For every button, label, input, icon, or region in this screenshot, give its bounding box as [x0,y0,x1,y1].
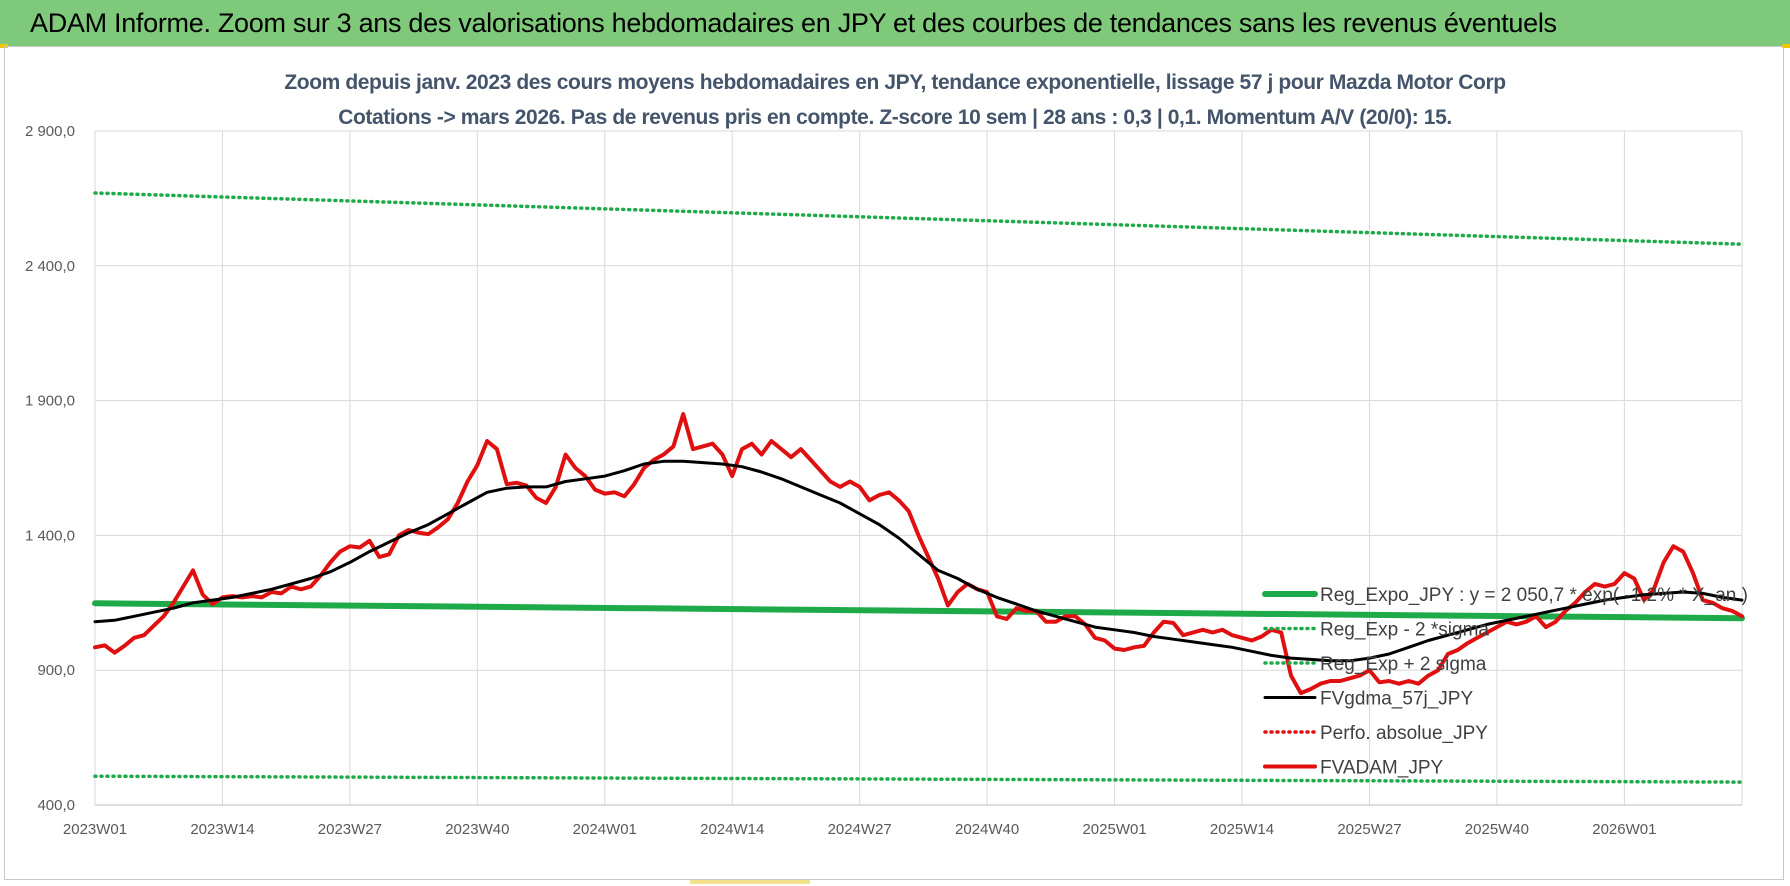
x-tick-label: 2023W27 [318,821,382,838]
legend-label: Reg_Exp - 2 *sigma [1320,620,1489,641]
x-tick-label: 2025W27 [1337,821,1401,838]
x-tick-label: 2024W27 [828,821,892,838]
series-line-0 [92,600,1745,622]
y-tick-label: 900,0 [37,662,75,679]
legend-label: FVgdma_57j_JPY [1320,689,1473,710]
x-tick-label: 2025W01 [1082,821,1146,838]
x-tick-label: 2023W14 [190,821,254,838]
y-axis: 400,0 900,0 1 400,0 1 900,0 2 400,0 2 900,0 [25,123,75,814]
x-tick-label: 2025W14 [1210,821,1274,838]
chart-frame [4,46,1784,880]
x-axis: 2023W01 2023W14 2023W27 2023W40 2024W01 2024W… [63,804,1742,838]
legend-label: Reg_Expo_JPY : y = 2 050,7 * exp( -1,2% … [1320,585,1748,606]
header-bar: ADAM Informe. Zoom sur 3 ans des valoris… [0,0,1790,46]
x-tick-label: 2024W40 [955,821,1019,838]
x-tick-label: 2023W40 [445,821,509,838]
y-tick-label: 400,0 [37,797,75,814]
series-line-3 [93,459,1744,663]
series-line-2 [93,191,1744,246]
y-tick-label: 2 900,0 [25,123,75,140]
legend-label: Perfo. absolue_JPY [1320,723,1488,744]
x-tick-label: 2024W01 [573,821,637,838]
x-tick-label: 2026W01 [1592,821,1656,838]
legend: Reg_Expo_JPY : y = 2 050,7 * exp( -1,2% … [1262,585,1748,779]
x-tick-label: 2024W14 [700,821,764,838]
x-tick-label: 2023W01 [63,821,127,838]
bottom-accent [690,880,810,884]
legend-label: FVADAM_JPY [1320,758,1444,779]
page-title: ADAM Informe. Zoom sur 3 ans des valoris… [30,8,1557,38]
y-tick-label: 1 400,0 [25,527,75,544]
legend-label: Reg_Exp + 2 sigma [1320,654,1487,675]
y-tick-label: 2 400,0 [25,258,75,275]
series-lines [92,191,1745,784]
gridlines [94,130,1743,806]
corner-accent-right [1782,44,1790,48]
series-line-1 [93,774,1744,784]
series-line-5 [93,412,1744,696]
x-tick-label: 2025W40 [1465,821,1529,838]
y-tick-label: 1 900,0 [25,393,75,410]
chart-title-line2: Cotations -> mars 2026. Pas de revenus p… [338,106,1452,129]
chart-title-line1: Zoom depuis janv. 2023 des cours moyens … [284,71,1506,94]
